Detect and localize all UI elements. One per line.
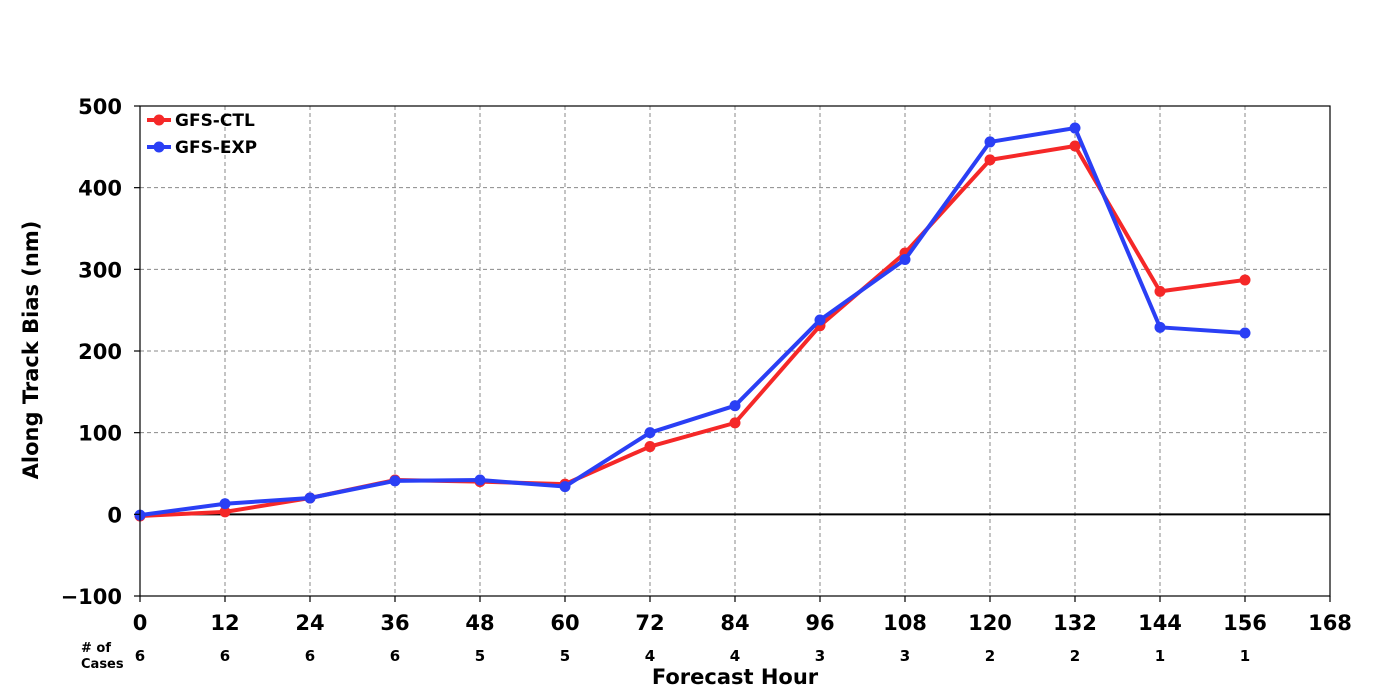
- data-point-gfs-exp-84: [729, 400, 741, 412]
- x-tick-label-9: 108: [883, 611, 927, 635]
- y-tick-label-3: 200: [78, 340, 122, 364]
- case-count-13: 1: [1240, 647, 1250, 665]
- x-tick-label-4: 48: [465, 611, 494, 635]
- legend-item-gfs-ctl: GFS-CTL: [147, 111, 255, 131]
- x-tick-label-5: 60: [550, 611, 579, 635]
- data-point-gfs-exp-36: [389, 475, 401, 487]
- case-count-5: 5: [560, 647, 570, 665]
- x-tick-label-6: 72: [635, 611, 664, 635]
- x-tick-label-8: 96: [805, 611, 834, 635]
- y-tick-labels: −100 0 100 200 300 400 500: [61, 95, 140, 609]
- y-tick-label-5: 400: [78, 177, 122, 201]
- x-tick-label-13: 156: [1223, 611, 1267, 635]
- y-tick-label-0: −100: [61, 585, 122, 609]
- case-count-6: 4: [645, 647, 655, 665]
- x-tick-label-3: 36: [380, 611, 409, 635]
- case-count-11: 2: [1070, 647, 1080, 665]
- data-point-gfs-exp-60: [559, 481, 571, 493]
- legend-swatch-marker-0: [153, 114, 165, 126]
- y-tick-label-4: 300: [78, 258, 122, 282]
- data-point-gfs-exp-108: [899, 254, 911, 266]
- x-tick-label-11: 132: [1053, 611, 1097, 635]
- legend-label-1: GFS-EXP: [175, 138, 257, 158]
- legend-swatch-marker-1: [153, 141, 165, 153]
- legend-item-gfs-exp: GFS-EXP: [147, 138, 257, 158]
- series-gfs-exp: [134, 122, 1251, 521]
- cases-header-line-1: # of: [81, 641, 111, 656]
- grid: [140, 106, 1330, 596]
- y-axis-title: Along Track Bias (nm): [19, 221, 43, 480]
- data-point-gfs-ctl-156: [1239, 274, 1251, 286]
- data-point-gfs-ctl-12: [219, 506, 231, 518]
- data-point-gfs-ctl-132: [1069, 140, 1081, 152]
- series-gfs-ctl: [134, 140, 1251, 522]
- x-tick-label-0: 0: [133, 611, 148, 635]
- data-point-gfs-exp-144: [1154, 321, 1166, 333]
- cases-header-line-2: Cases: [81, 657, 124, 672]
- x-tick-labels: 0 12 24 36 48 60 72 84 96 108 120 132 144 156 168: [133, 596, 1352, 635]
- case-count-3: 6: [390, 647, 400, 665]
- data-point-gfs-exp-12: [219, 498, 231, 510]
- x-axis-title: Forecast Hour: [652, 665, 819, 689]
- data-point-gfs-ctl-144: [1154, 285, 1166, 297]
- case-count-1: 6: [220, 647, 230, 665]
- y-tick-label-1: 0: [107, 503, 122, 527]
- series-group: [134, 122, 1251, 522]
- case-count-2: 6: [305, 647, 315, 665]
- case-count-10: 2: [985, 647, 995, 665]
- case-count-8: 3: [815, 647, 825, 665]
- case-count-7: 4: [730, 647, 740, 665]
- case-count-0: 6: [135, 647, 145, 665]
- data-point-gfs-ctl-120: [984, 154, 996, 166]
- x-tick-label-1: 12: [210, 611, 239, 635]
- y-tick-label-6: 500: [78, 95, 122, 119]
- data-point-gfs-exp-72: [644, 427, 656, 439]
- x-tick-label-14: 168: [1308, 611, 1352, 635]
- data-point-gfs-exp-120: [984, 136, 996, 148]
- legend-label-0: GFS-CTL: [175, 111, 255, 131]
- data-point-gfs-ctl-72: [644, 441, 656, 453]
- data-point-gfs-ctl-84: [729, 417, 741, 429]
- x-tick-label-7: 84: [720, 611, 749, 635]
- case-count-4: 5: [475, 647, 485, 665]
- data-point-gfs-exp-48: [474, 474, 486, 486]
- legend: GFS-CTL GFS-EXP: [147, 111, 257, 158]
- series-line-gfs-exp: [138, 126, 1247, 518]
- x-tick-label-2: 24: [295, 611, 324, 635]
- case-count-9: 3: [900, 647, 910, 665]
- series-line-gfs-ctl: [138, 144, 1247, 518]
- data-point-gfs-exp-156: [1239, 327, 1251, 339]
- cases-row: # of Cases 6 6 6 6 5 5 4 4 3 3 2 2 1 1: [81, 641, 1250, 672]
- data-point-gfs-exp-132: [1069, 122, 1081, 134]
- y-tick-label-2: 100: [78, 422, 122, 446]
- x-tick-label-10: 120: [968, 611, 1012, 635]
- data-point-gfs-exp-96: [814, 314, 826, 326]
- data-point-gfs-exp-24: [304, 492, 316, 504]
- case-count-12: 1: [1155, 647, 1165, 665]
- x-tick-label-12: 144: [1138, 611, 1182, 635]
